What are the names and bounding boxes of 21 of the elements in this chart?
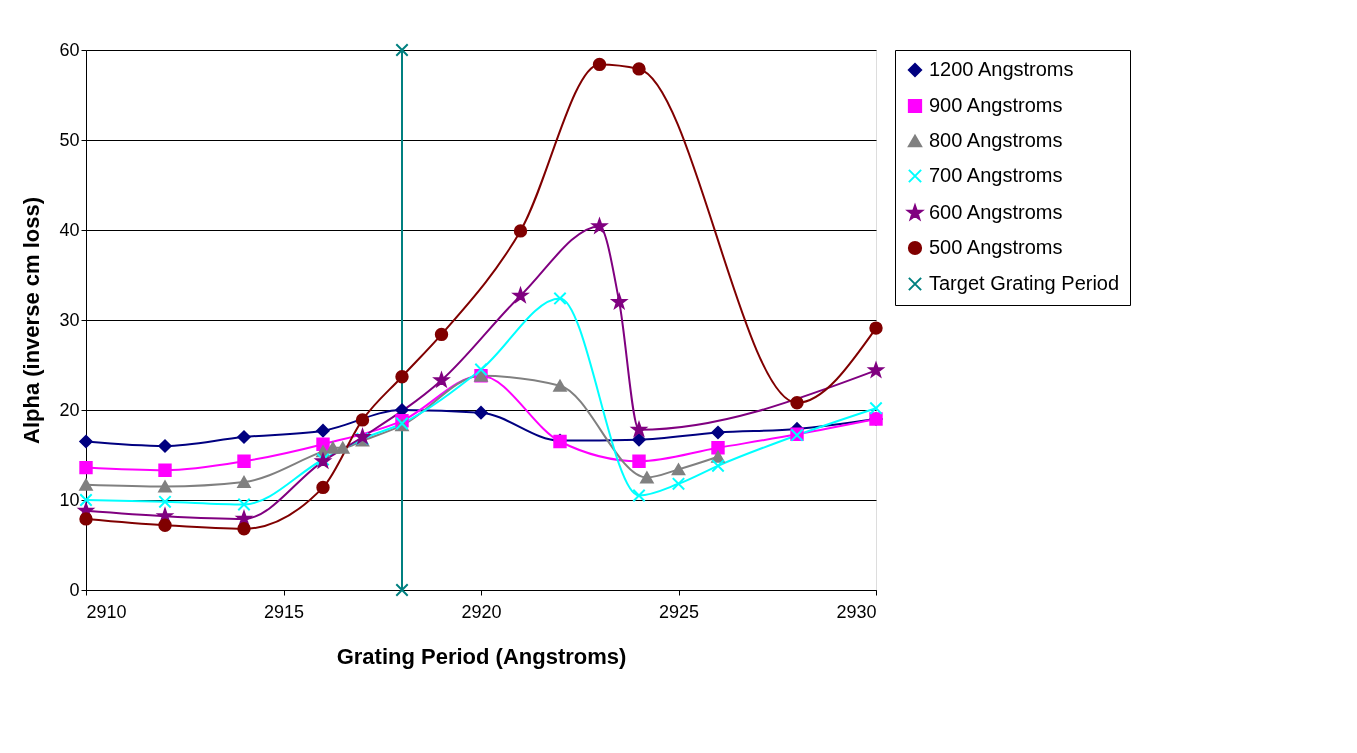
legend-label: 900 Angstroms (929, 94, 1063, 116)
y-tick-label: 60 (59, 39, 80, 60)
y-axis-title: Alpha (inverse cm loss) (19, 197, 45, 444)
x-tick-label: 2930 (836, 601, 877, 622)
x-tick-label: 2915 (263, 601, 305, 622)
y-tick-label: 0 (69, 579, 80, 600)
y-tick-label: 40 (59, 219, 80, 240)
legend-label: 500 Angstroms (929, 236, 1063, 258)
legend-label: 1200 Angstroms (929, 58, 1074, 80)
y-tick-label: 20 (59, 399, 80, 420)
y-tick-label: 10 (59, 489, 80, 510)
y-tick-label: 50 (59, 129, 80, 150)
legend-label: 800 Angstroms (929, 129, 1063, 151)
y-tick-label: 30 (59, 309, 80, 330)
x-tick-label: 2920 (461, 601, 502, 622)
legend-label: 700 Angstroms (929, 164, 1063, 186)
x-tick-label: 2910 (86, 601, 127, 622)
legend-label: Target Grating Period (929, 272, 1120, 294)
legend-label: 600 Angstroms (929, 201, 1063, 223)
x-axis-title: Grating Period (Angstroms) (336, 643, 627, 669)
x-tick-label: 2925 (658, 601, 700, 622)
